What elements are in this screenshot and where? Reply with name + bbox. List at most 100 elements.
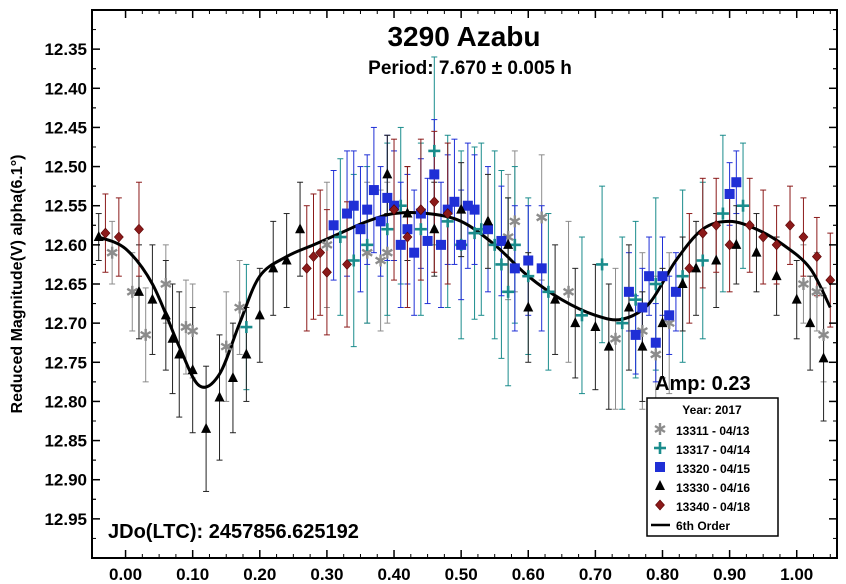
data-point xyxy=(240,321,253,334)
data-point xyxy=(503,238,514,249)
data-point xyxy=(347,254,360,267)
data-point xyxy=(616,317,629,330)
data-point xyxy=(522,270,535,283)
data-point xyxy=(134,223,144,235)
data-point xyxy=(389,204,399,216)
data-point xyxy=(731,238,742,249)
data-point xyxy=(697,227,708,239)
data-point xyxy=(737,199,750,212)
data-point xyxy=(629,293,642,306)
data-point xyxy=(664,310,675,321)
data-point xyxy=(328,220,339,231)
data-point xyxy=(785,219,795,231)
data-point xyxy=(187,324,199,337)
data-point xyxy=(623,301,634,312)
data-point xyxy=(348,200,359,211)
data-point xyxy=(381,223,394,236)
data-point xyxy=(523,301,534,312)
data-point xyxy=(817,328,830,341)
data-point xyxy=(409,247,420,258)
data-point xyxy=(509,263,520,274)
legend-marker-asterisk xyxy=(654,423,666,435)
data-point xyxy=(241,348,252,359)
legend-label: 13340 - 04/18 xyxy=(676,500,750,514)
data-point xyxy=(395,239,406,250)
data-point xyxy=(415,204,426,216)
data-point xyxy=(570,317,581,328)
data-point xyxy=(482,224,493,235)
y-tick-label: 12.45 xyxy=(44,118,87,137)
y-axis-label: Reduced Magnitude(V) alpha(6.1°) xyxy=(9,155,26,414)
data-point xyxy=(751,246,762,257)
x-axis: 0.00 0.10 0.20 0.30 0.40 0.50 0.60 0.70 0.80 0.90… xyxy=(109,10,831,584)
data-point xyxy=(771,239,782,251)
epoch-annotation: JDo(LTC): 2457856.625192 xyxy=(108,521,359,543)
y-tick-label: 12.60 xyxy=(44,236,87,255)
data-point xyxy=(805,317,816,328)
data-point xyxy=(268,262,279,273)
data-point xyxy=(482,215,493,226)
data-point xyxy=(724,188,735,199)
data-point xyxy=(160,309,171,320)
data-point xyxy=(818,352,829,363)
data-point xyxy=(180,321,192,334)
y-tick-label: 12.40 xyxy=(44,79,87,98)
legend-label: 13317 - 04/14 xyxy=(676,443,750,457)
data-point xyxy=(797,278,810,290)
data-point xyxy=(147,293,158,304)
data-point xyxy=(758,231,769,243)
data-point xyxy=(644,271,655,282)
y-axis: 12.35 12.40 12.45 12.50 12.55 12.60 12.65 12.70… xyxy=(44,29,837,539)
legend-marker-diamond xyxy=(655,499,665,511)
x-tick-label: 0.30 xyxy=(310,565,343,584)
x-tick-label: 0.00 xyxy=(109,565,142,584)
x-tick-label: 0.90 xyxy=(713,565,746,584)
data-point xyxy=(811,285,823,298)
data-point xyxy=(187,364,198,375)
data-point xyxy=(429,169,440,180)
data-point xyxy=(650,348,662,361)
data-point xyxy=(113,231,124,243)
data-point xyxy=(140,328,152,341)
data-point xyxy=(596,258,609,271)
data-point xyxy=(716,207,729,220)
data-point xyxy=(361,238,374,251)
data-point xyxy=(542,285,555,298)
y-tick-label: 12.65 xyxy=(44,275,87,294)
y-tick-label: 12.75 xyxy=(44,353,87,372)
data-point xyxy=(362,204,373,215)
data-point xyxy=(368,185,379,196)
legend-entries: 13311 - 04/13 13317 - 04/14 13320 - 04/15 1… xyxy=(651,423,750,533)
amplitude-annotation: Amp: 0.23 xyxy=(655,373,751,395)
data-point xyxy=(281,254,292,265)
legend-label: 13330 - 04/16 xyxy=(676,481,750,495)
y-tick-label: 12.50 xyxy=(44,158,87,177)
x-tick-label: 0.70 xyxy=(579,565,612,584)
data-point xyxy=(637,302,648,313)
data-point xyxy=(375,216,386,227)
data-point xyxy=(429,223,440,234)
data-point xyxy=(234,301,246,314)
data-point xyxy=(93,231,104,242)
data-point xyxy=(334,231,347,244)
data-point xyxy=(696,254,709,267)
data-point xyxy=(811,251,822,263)
data-point xyxy=(355,224,366,235)
y-tick-label: 12.95 xyxy=(44,510,87,529)
x-tick-label: 0.60 xyxy=(512,565,545,584)
x-tick-label: 0.80 xyxy=(646,565,679,584)
data-point xyxy=(436,239,447,250)
data-point xyxy=(456,239,467,250)
data-point xyxy=(429,196,440,208)
data-point xyxy=(650,337,661,348)
data-point xyxy=(637,340,648,351)
data-point xyxy=(677,278,688,288)
data-point xyxy=(201,422,212,433)
legend-label: 13311 - 04/13 xyxy=(676,424,750,438)
x-tick-label: 0.40 xyxy=(377,565,410,584)
data-point xyxy=(100,227,111,239)
data-point xyxy=(456,203,467,214)
legend-label: 6th Order xyxy=(676,519,730,533)
y-tick-label: 12.90 xyxy=(44,471,87,490)
data-point xyxy=(315,247,326,259)
